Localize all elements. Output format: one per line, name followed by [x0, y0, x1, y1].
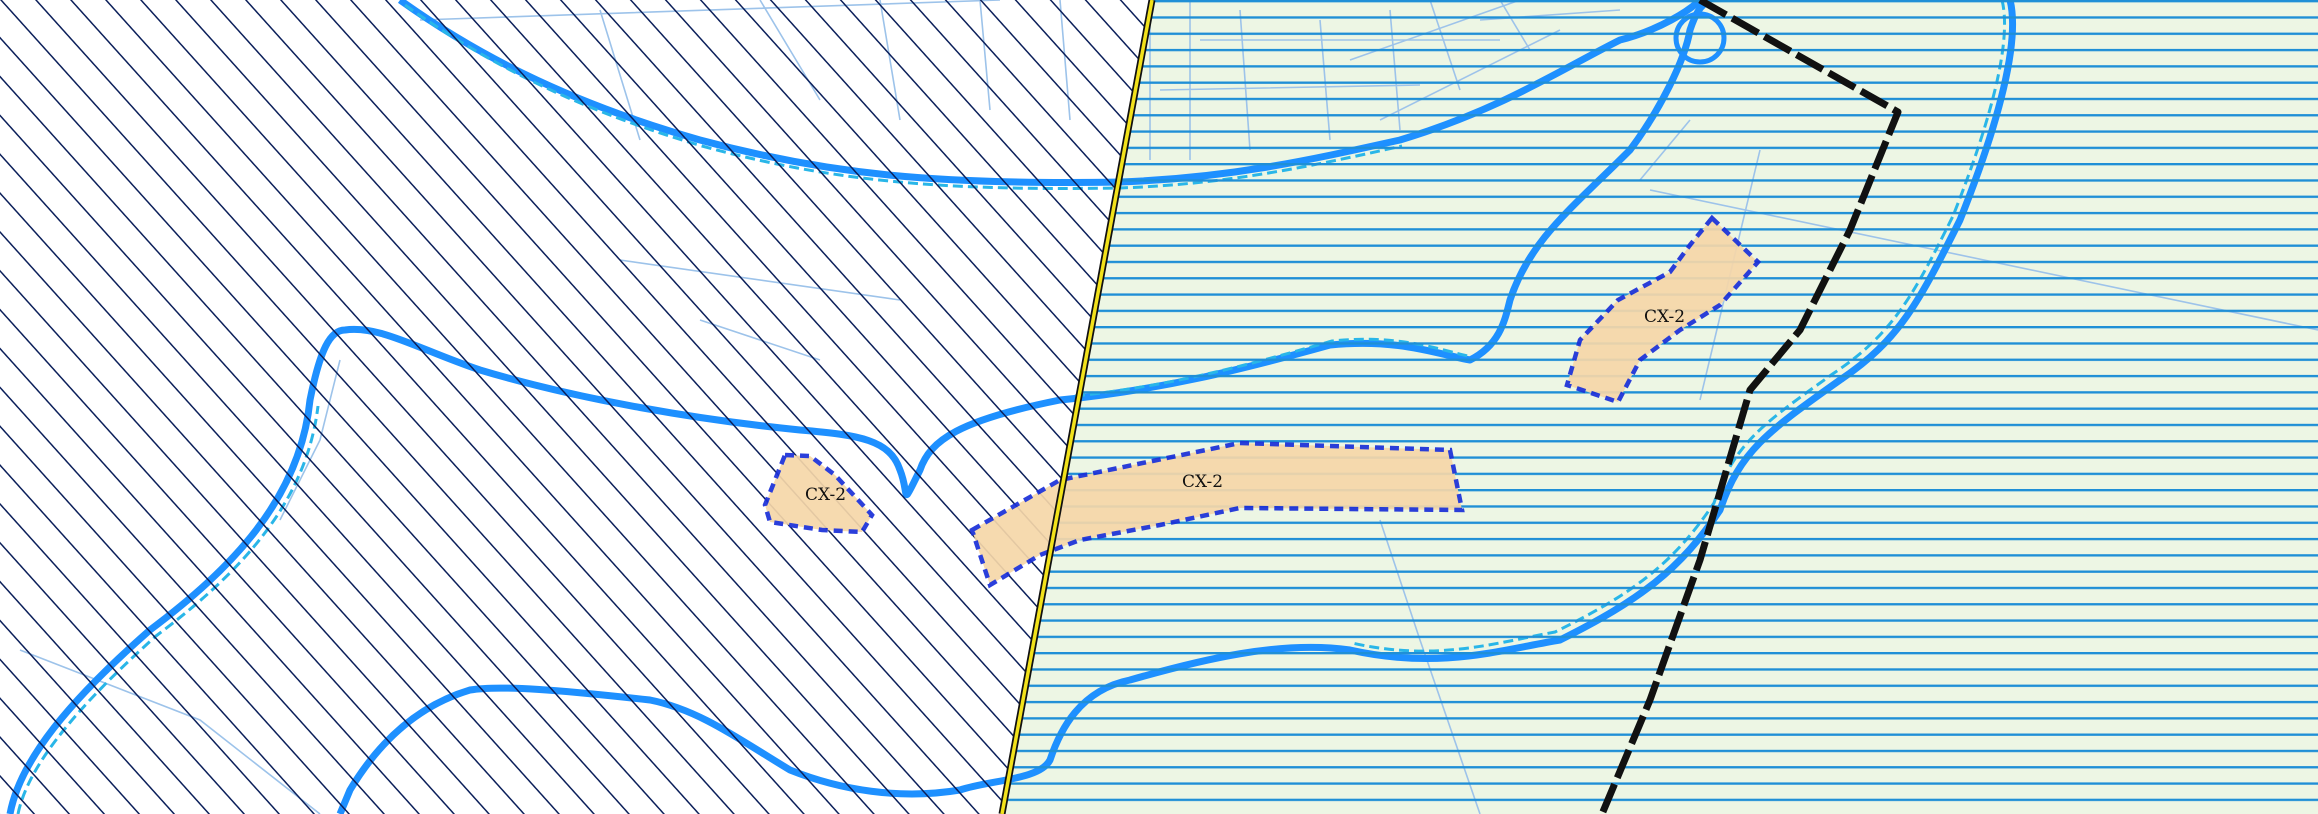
zone-label-cx2-northeast: CX-2: [1644, 307, 1685, 327]
cx2-zone-northeast: [1564, 214, 1762, 405]
cx2-zones: [762, 214, 1762, 589]
boundary-line-black: [1598, 0, 1902, 814]
zone-label-cx2-central: CX-2: [1182, 472, 1223, 492]
cx2-zone-small-west: [762, 452, 875, 535]
cx2-zone-long-central: [969, 440, 1465, 589]
zone-label-cx2-west: CX-2: [805, 485, 846, 505]
